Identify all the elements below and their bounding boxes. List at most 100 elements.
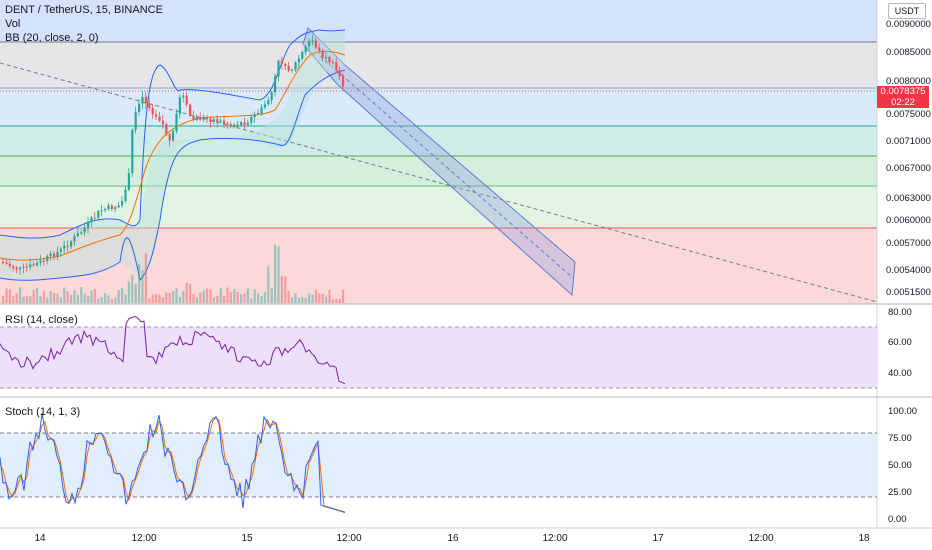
time-axis-label: 12:00	[336, 533, 362, 544]
candlestick-series[interactable]	[2, 35, 345, 275]
volume-bar	[110, 298, 113, 303]
volume-bar	[250, 298, 253, 303]
volume-bar	[297, 297, 300, 303]
candle	[206, 117, 209, 119]
fib-zone-bottom	[0, 228, 877, 304]
volume-bar	[29, 296, 32, 303]
candle	[189, 104, 192, 116]
volume-bar	[114, 297, 117, 303]
candle	[243, 122, 246, 125]
time-axis-label: 15	[241, 533, 253, 544]
volume-bar	[233, 289, 236, 303]
volume-bar	[240, 294, 243, 303]
candle	[331, 62, 334, 64]
volume-bar	[338, 298, 341, 303]
candle	[308, 40, 311, 47]
candle	[15, 267, 18, 270]
volume-bar	[342, 289, 345, 303]
descending-channel[interactable]	[302, 27, 576, 297]
price-axis-label: 0.0051500	[886, 287, 931, 298]
candle	[325, 56, 328, 59]
candle	[240, 122, 243, 126]
volume-bar	[321, 293, 324, 303]
bb-basis	[0, 50, 346, 261]
volume-bar	[216, 295, 219, 303]
candle	[226, 123, 229, 125]
volume-bar	[223, 295, 226, 303]
volume-bar	[284, 276, 287, 303]
stoch-k-line	[0, 412, 346, 513]
volume-bar	[325, 296, 328, 303]
volume-bar	[121, 287, 124, 303]
candle	[131, 129, 134, 174]
volume-bar	[93, 289, 96, 303]
stoch-legend[interactable]: Stoch (14, 1, 3)	[5, 406, 81, 418]
stoch-d-line	[0, 417, 346, 513]
candle	[93, 217, 96, 219]
fib-zone-5	[0, 156, 877, 186]
volume-bar	[155, 293, 158, 303]
volume-bar	[178, 296, 181, 303]
volume-bar	[141, 270, 144, 303]
volume-bar	[46, 297, 49, 303]
volume-bar	[308, 293, 311, 303]
volume-bar	[70, 294, 73, 303]
volume-bar	[22, 296, 25, 303]
candle	[73, 236, 76, 242]
candle	[29, 264, 32, 268]
candle	[151, 108, 154, 115]
candle	[229, 124, 232, 126]
candle	[155, 114, 158, 117]
candle	[63, 245, 66, 249]
candle	[270, 92, 273, 101]
volume-bar	[66, 291, 69, 303]
volume-bar	[49, 291, 52, 303]
time-axis-label: 18	[858, 533, 870, 544]
bollinger-fill	[0, 30, 345, 281]
candle	[8, 263, 11, 267]
candle	[280, 60, 283, 64]
bb-legend[interactable]: BB (20, close, 2, 0)	[5, 32, 99, 44]
volume-bar	[287, 290, 290, 303]
candle	[172, 131, 175, 141]
candle	[49, 253, 52, 257]
fib-zone-6	[0, 186, 877, 228]
volume-bar	[76, 294, 79, 303]
candle	[223, 120, 226, 124]
volume-bar	[206, 288, 209, 303]
volume-bar	[182, 291, 185, 303]
currency-selector[interactable]: USDT	[888, 3, 926, 19]
volume-bar	[104, 293, 107, 303]
volume-bar	[257, 293, 260, 303]
rsi-line	[0, 315, 346, 385]
rsi-legend[interactable]: RSI (14, close)	[5, 314, 78, 326]
candle	[301, 52, 304, 59]
current-price-badge: 0.0078375 02:22	[877, 86, 929, 108]
channel-midline	[319, 55, 574, 279]
stoch-axis-label: 100.00	[888, 406, 918, 417]
stoch-axis-label: 25.00	[888, 487, 912, 498]
volume-bar	[32, 289, 35, 303]
rsi-axis-label: 40.00	[888, 368, 912, 379]
candle	[141, 96, 144, 104]
symbol-title[interactable]: DENT / TetherUS, 15, BINANCE	[5, 4, 163, 16]
trend-line[interactable]	[0, 62, 878, 303]
volume-bar	[42, 291, 45, 303]
volume-bar	[270, 288, 273, 303]
time-axis-label: 14	[34, 533, 46, 544]
volume-bar	[5, 288, 8, 303]
volume-bar	[8, 289, 11, 303]
candle	[161, 120, 164, 125]
volume-bar	[172, 291, 175, 303]
candle	[219, 120, 222, 122]
vol-legend[interactable]: Vol	[5, 18, 21, 30]
rsi-axis-label: 60.00	[888, 337, 912, 348]
price-axis-label: 0.0080000	[886, 76, 931, 87]
price-axis-label: 0.0090000	[886, 19, 931, 30]
candle	[185, 95, 188, 105]
candle	[246, 122, 249, 125]
stoch-band	[0, 433, 877, 497]
bar-countdown: 02:22	[891, 97, 915, 108]
candle	[42, 260, 45, 262]
